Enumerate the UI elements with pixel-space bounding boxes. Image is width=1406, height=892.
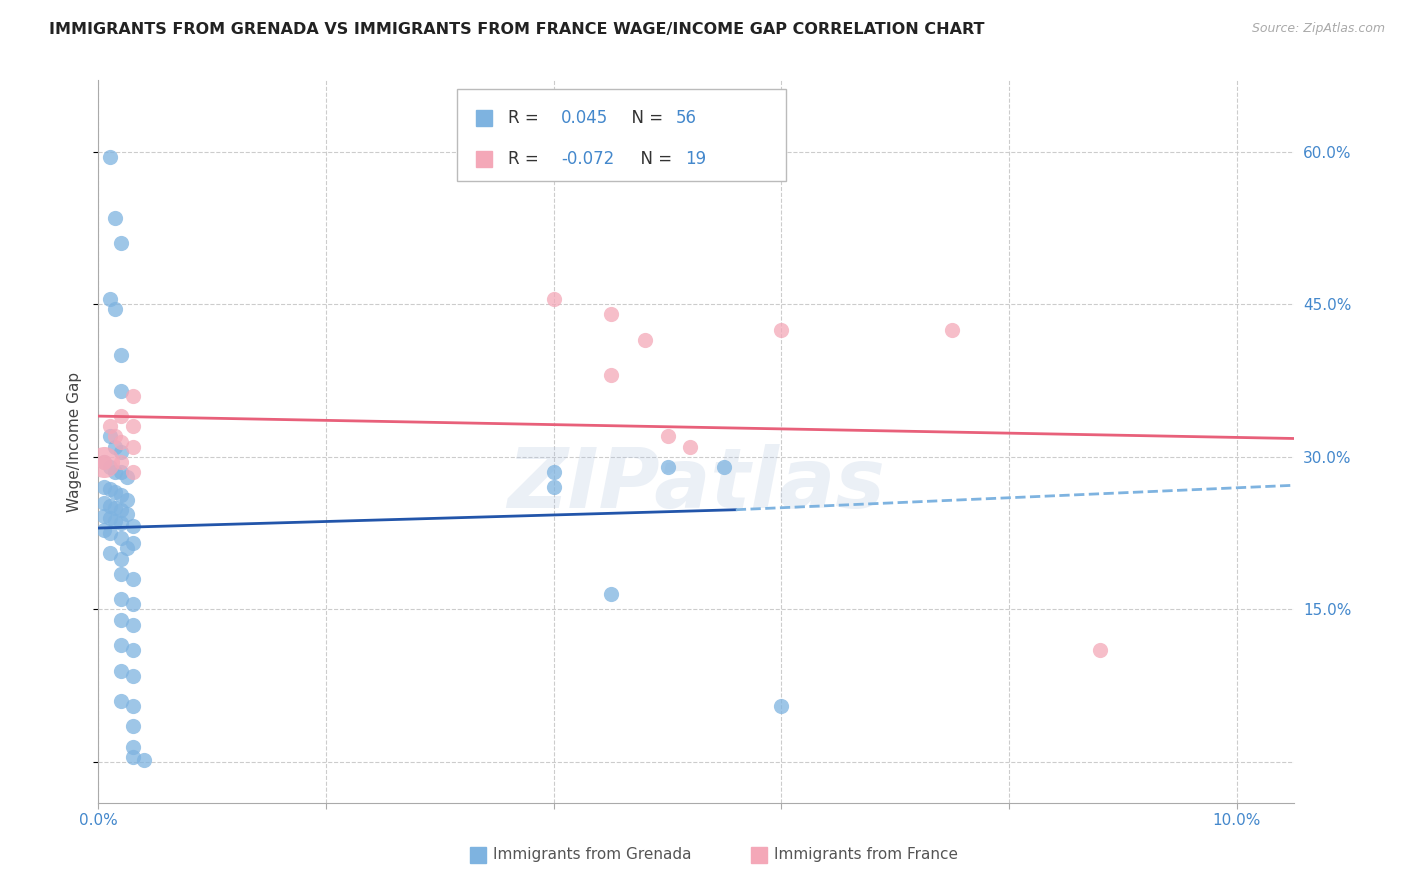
- Point: [104, 440, 127, 454]
- Point: [110, 444, 132, 458]
- Point: [121, 668, 143, 682]
- Point: [93, 508, 115, 523]
- Point: [121, 643, 143, 657]
- Point: [121, 389, 143, 403]
- Point: [121, 719, 143, 733]
- Point: [98, 292, 121, 306]
- Point: [110, 488, 132, 502]
- Text: Immigrants from Grenada: Immigrants from Grenada: [494, 847, 692, 863]
- Point: [104, 514, 127, 528]
- Point: [93, 480, 115, 494]
- Point: [599, 307, 621, 321]
- Point: [543, 465, 565, 479]
- Point: [679, 440, 702, 454]
- Point: [110, 455, 132, 469]
- Point: [115, 492, 138, 507]
- FancyBboxPatch shape: [457, 89, 786, 181]
- Point: [657, 429, 679, 443]
- Point: [599, 368, 621, 383]
- Point: [1088, 643, 1111, 657]
- Point: [110, 592, 132, 607]
- Point: [634, 333, 657, 347]
- Point: [121, 440, 143, 454]
- Point: [121, 750, 143, 764]
- Point: [98, 460, 121, 475]
- Point: [121, 572, 143, 586]
- Point: [941, 323, 963, 337]
- Point: [110, 664, 132, 678]
- Point: [110, 551, 132, 566]
- Point: [93, 455, 115, 469]
- Point: [98, 526, 121, 541]
- Point: [110, 566, 132, 581]
- Text: 56: 56: [676, 109, 696, 128]
- Point: [104, 302, 127, 317]
- Text: IMMIGRANTS FROM GRENADA VS IMMIGRANTS FROM FRANCE WAGE/INCOME GAP CORRELATION CH: IMMIGRANTS FROM GRENADA VS IMMIGRANTS FR…: [49, 22, 984, 37]
- Text: 0.045: 0.045: [561, 109, 609, 128]
- Point: [93, 523, 115, 537]
- Point: [657, 460, 679, 475]
- Point: [121, 536, 143, 550]
- Point: [121, 699, 143, 714]
- Point: [121, 739, 143, 754]
- Point: [110, 516, 132, 530]
- Point: [543, 292, 565, 306]
- Point: [110, 348, 132, 362]
- Point: [98, 150, 121, 164]
- Point: [713, 460, 735, 475]
- Point: [770, 699, 793, 714]
- Point: [115, 470, 138, 484]
- Point: [115, 541, 138, 556]
- Y-axis label: Wage/Income Gap: Wage/Income Gap: [66, 371, 82, 512]
- Point: [110, 638, 132, 652]
- Text: R =: R =: [509, 150, 544, 168]
- Text: Source: ZipAtlas.com: Source: ZipAtlas.com: [1251, 22, 1385, 36]
- Text: N =: N =: [620, 109, 668, 128]
- Point: [121, 419, 143, 434]
- Point: [110, 434, 132, 449]
- Point: [110, 465, 132, 479]
- Point: [110, 236, 132, 251]
- Point: [110, 613, 132, 627]
- Text: R =: R =: [509, 109, 544, 128]
- Point: [93, 455, 115, 469]
- Point: [121, 519, 143, 533]
- Point: [98, 511, 121, 525]
- Text: 19: 19: [685, 150, 706, 168]
- Point: [98, 429, 121, 443]
- Text: Immigrants from France: Immigrants from France: [773, 847, 957, 863]
- Text: N =: N =: [630, 150, 678, 168]
- Point: [770, 323, 793, 337]
- Point: [104, 465, 127, 479]
- Point: [110, 409, 132, 423]
- Point: [121, 617, 143, 632]
- Point: [132, 753, 155, 767]
- Point: [98, 483, 121, 497]
- Point: [98, 419, 121, 434]
- Point: [543, 480, 565, 494]
- Point: [115, 507, 138, 521]
- Point: [98, 546, 121, 560]
- Point: [599, 587, 621, 601]
- Point: [121, 465, 143, 479]
- Point: [93, 455, 115, 469]
- Point: [98, 499, 121, 513]
- Point: [110, 502, 132, 516]
- Text: -0.072: -0.072: [561, 150, 614, 168]
- Point: [104, 485, 127, 500]
- Point: [121, 598, 143, 612]
- Point: [104, 211, 127, 225]
- Text: ZIPatlas: ZIPatlas: [508, 444, 884, 525]
- Point: [110, 694, 132, 708]
- Point: [104, 500, 127, 515]
- Point: [93, 495, 115, 509]
- Point: [104, 429, 127, 443]
- Point: [110, 384, 132, 398]
- Point: [110, 531, 132, 545]
